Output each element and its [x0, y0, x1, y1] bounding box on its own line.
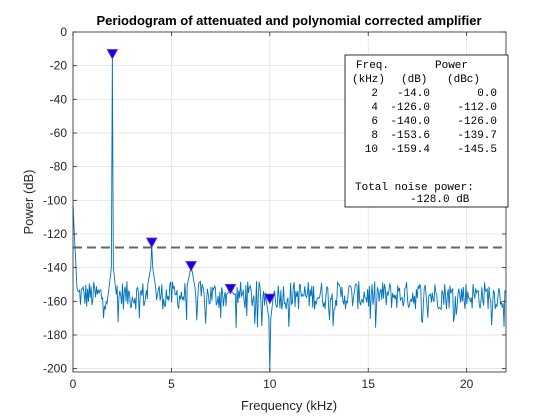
x-axis-ticks: 0 5 10 15 20: [70, 32, 474, 391]
harmonics-table-box: Freq. Power (kHz) (dB) (dBc) 2 -14.0 0.04-…: [344, 54, 509, 208]
spectrum-line: [72, 55, 507, 373]
y-tick-label: -200: [43, 362, 67, 376]
y-tick-label: -160: [43, 294, 67, 308]
table-rows: 2 -14.0 0.0 4 -126.0 -112.0 6 -140.0 -126.0 8 -153…: [365, 88, 497, 156]
table-cell: -126.0: [390, 102, 430, 114]
y-axis-ticks: 0 -20 -40 -60 -80 -100 -120 -140 -160 -180 -200: [43, 25, 506, 376]
noise-power-value: -128.0 dB: [410, 194, 470, 206]
harmonic-marker: [263, 293, 276, 305]
table-cell: 6: [371, 116, 378, 128]
table-cell: -153.6: [390, 130, 430, 142]
x-tick-label: 15: [362, 377, 376, 391]
harmonic-marker: [145, 237, 158, 249]
x-tick-label: 10: [263, 377, 277, 391]
harmonic-marker: [106, 49, 119, 60]
y-tick-label: -180: [43, 328, 67, 342]
table-header-row-1: Freq. Power: [356, 60, 468, 72]
table-cell: -112.0: [457, 102, 497, 114]
table-header-power: Power: [435, 60, 468, 72]
table-header-row-2: (kHz) (dB) (dBc): [352, 74, 480, 86]
table-cell: -140.0: [390, 116, 430, 128]
table-cell: 4: [371, 102, 378, 114]
harmonic-marker: [185, 261, 197, 272]
table-cell: 8: [371, 130, 378, 142]
table-cell: 0.0: [477, 88, 497, 100]
x-tick-label: 0: [70, 377, 77, 391]
table-cell: 2: [371, 88, 378, 100]
noise-power-label: Total noise power:: [355, 182, 474, 194]
x-tick-label: 5: [168, 377, 175, 391]
harmonic-marker: [224, 284, 237, 295]
x-tick-label: 20: [460, 377, 474, 391]
y-tick-label: -100: [43, 193, 67, 207]
y-tick-label: -60: [50, 126, 68, 140]
y-tick-label: -80: [50, 160, 68, 174]
table-cell: -159.4: [390, 144, 430, 156]
y-tick-label: 0: [60, 25, 67, 39]
y-tick-label: -20: [50, 59, 68, 73]
y-axis-label: Power (dB): [21, 169, 36, 234]
table-header-khz: (kHz): [352, 74, 385, 86]
table-box-frame: [344, 54, 509, 208]
harmonic-markers: [106, 49, 276, 305]
table-cell: -126.0: [457, 116, 497, 128]
table-header-freq: Freq.: [356, 60, 389, 72]
x-axis-label: Frequency (kHz): [241, 398, 337, 413]
table-header-dbc: (dBc): [447, 74, 480, 86]
table-cell: -139.7: [457, 130, 497, 142]
table-header-db: (dB): [401, 74, 427, 86]
table-cell: -145.5: [457, 144, 497, 156]
table-cell: 10: [365, 144, 378, 156]
table-cell: -14.0: [397, 88, 430, 100]
chart-title: Periodogram of attenuated and polynomial…: [96, 13, 481, 28]
y-tick-label: -120: [43, 227, 67, 241]
y-tick-label: -40: [50, 92, 68, 106]
data-series: [72, 55, 507, 373]
y-tick-label: -140: [43, 261, 67, 275]
